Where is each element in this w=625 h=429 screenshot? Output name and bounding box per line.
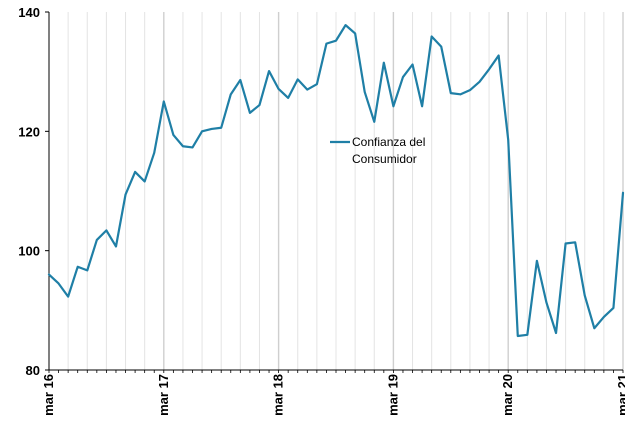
- x-tick-label: mar 16: [41, 374, 56, 416]
- y-tick-label: 80: [26, 363, 40, 378]
- y-tick-label: 120: [18, 124, 40, 139]
- tick-labels: 80 100 120 140 mar 16 mar 17 mar 18 mar 19 mar 2…: [18, 5, 625, 416]
- series-line: [47, 24, 625, 338]
- vertical-gridlines: [67, 12, 624, 370]
- x-tick-label: mar 20: [500, 374, 515, 416]
- x-tick-label: mar 17: [156, 374, 171, 416]
- axes: [45, 11, 624, 373]
- x-tick-label: mar 21: [615, 374, 625, 416]
- series-lines: [47, 24, 625, 338]
- x-tick-label: mar 18: [271, 374, 286, 416]
- y-tick-label: 100: [18, 244, 40, 259]
- x-tick-label: mar 19: [385, 374, 400, 416]
- y-tick-label: 140: [18, 5, 40, 20]
- legend: Confianza del Consumidor: [330, 135, 425, 166]
- legend-label: Confianza del Consumidor: [352, 135, 425, 166]
